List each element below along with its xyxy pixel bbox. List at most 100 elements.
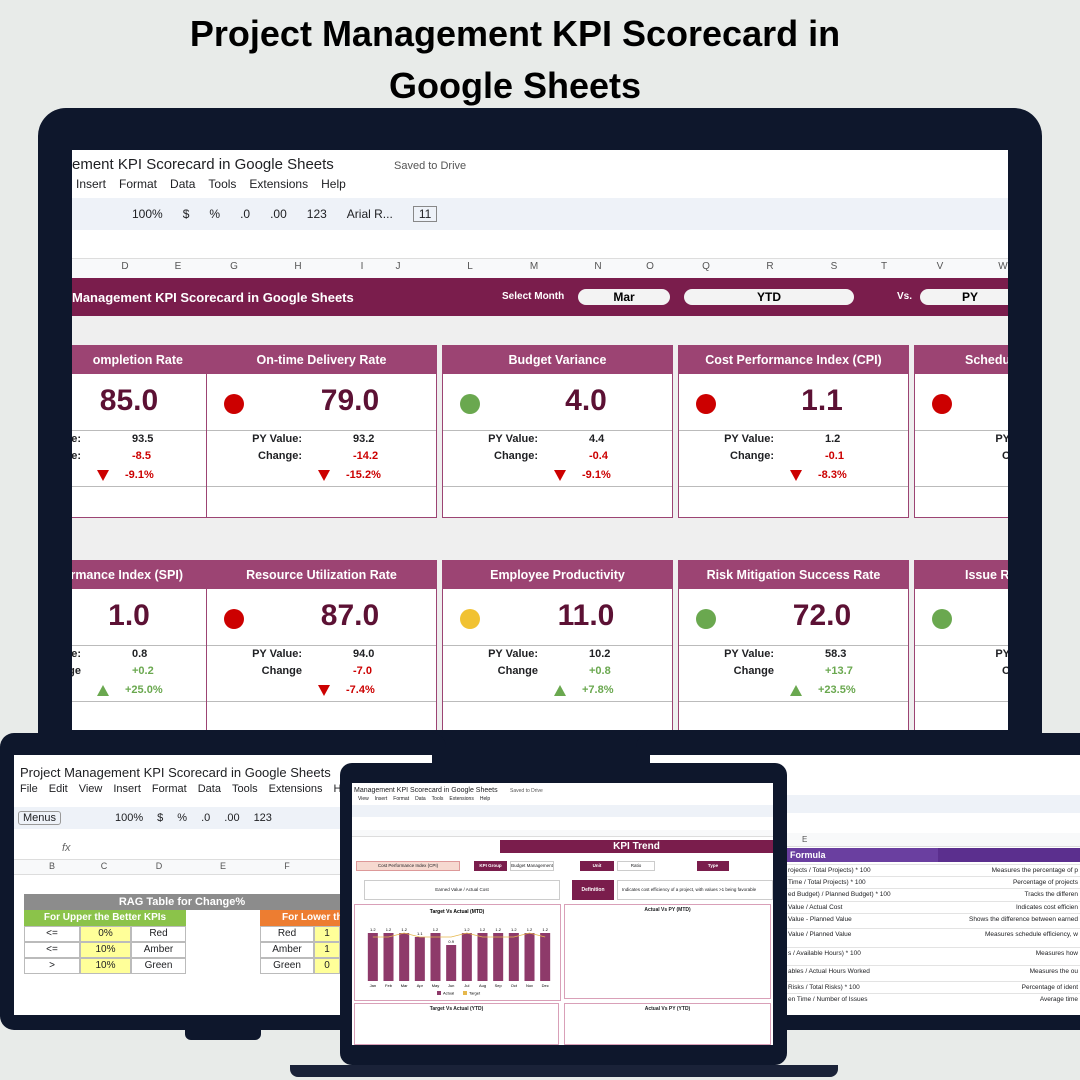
x-tick-label: Jan — [370, 983, 376, 988]
rag-operator: > — [24, 958, 80, 974]
toolbar-item: $ — [182, 207, 190, 221]
bar — [446, 945, 457, 981]
group-label: KPI Group — [474, 861, 507, 871]
trend-arrow — [554, 470, 566, 481]
kpi-card: Employee Productivity 11.0 PY Value: Change… — [442, 560, 673, 730]
status-dot — [932, 609, 952, 629]
description-text: Measures how — [1035, 950, 1078, 957]
change-label: Change — [261, 665, 302, 677]
value-label: 1.2 — [433, 927, 439, 932]
select-month-label: Select Month — [502, 291, 565, 302]
kpi-value: 1.0 — [108, 599, 150, 632]
menu-item: Extensions — [249, 177, 309, 191]
menu-item: Help — [321, 177, 346, 191]
column-letter: E — [802, 835, 808, 844]
kpi-value: 79.0 — [320, 384, 380, 417]
menu-item: Format — [151, 783, 187, 795]
menu-bar: Insert Format Data Tools Extensions Help — [76, 177, 346, 191]
change-value: -0.1 — [825, 450, 844, 462]
column-letter: N — [594, 261, 602, 272]
rag-threshold: 10% — [80, 958, 131, 974]
column-letter: T — [880, 261, 888, 272]
bar — [414, 937, 425, 981]
card-title: Budget Variance — [443, 346, 672, 374]
column-letter: H — [294, 261, 302, 272]
menu-item: Insert — [374, 796, 388, 802]
toolbar-item: % — [177, 812, 188, 824]
unit-value: Ratio — [617, 861, 655, 871]
py-value: 58.3 — [825, 648, 847, 660]
kpi-card: Resource Utilization Rate 87.0 PY Value: Ch… — [206, 560, 437, 730]
kpi-value: 87.0 — [320, 599, 380, 632]
menu-item: Tools — [208, 177, 237, 191]
trend-arrow — [97, 685, 109, 696]
menu-bar: View Insert Format Data Tools Extensions Help — [358, 796, 490, 802]
menu-item: Format — [393, 796, 410, 802]
period-dropdown[interactable]: YTD — [684, 289, 854, 305]
toolbar-bg — [14, 807, 432, 829]
trend-chart: Target Vs Actual (MTD) Jan Feb Mar Apr May Jun… — [354, 904, 561, 1001]
change-percent: +25.0% — [125, 684, 163, 696]
py-value: 93.5 — [132, 433, 154, 445]
value-label: 1.2 — [464, 927, 470, 932]
change-percent: -15.2% — [346, 469, 381, 481]
column-header-bg — [352, 830, 773, 837]
toolbar: 100% $% .0 .00 123 Arial R... 11 — [132, 206, 438, 222]
doc-title: ement KPI Scorecard in Google Sheets — [72, 156, 334, 173]
py-label: PY Value: — [724, 433, 774, 445]
toolbar-item: 100% — [132, 207, 163, 221]
formula-text: Value / Actual Cost — [788, 904, 843, 911]
kpi-value: 4.0 — [565, 384, 607, 417]
formula-label: fx — [62, 842, 71, 854]
toolbar-item: $ — [157, 812, 164, 824]
divider — [72, 486, 215, 487]
vs-label: Vs. — [897, 291, 913, 302]
unit-label: Unit — [580, 861, 614, 871]
legend-swatch — [463, 991, 467, 995]
divider — [443, 645, 672, 646]
sheet-title: Management KPI Scorecard in Google Sheet… — [354, 787, 498, 794]
menu-bar: File Edit View Insert Format Data Tools Extensi… — [20, 783, 348, 795]
menu-item: Insert — [113, 783, 141, 795]
change-percent: -8.3% — [818, 469, 847, 481]
arrow-shape — [554, 470, 566, 481]
column-letter: M — [529, 261, 539, 272]
change-label: C — [1002, 665, 1008, 677]
formula-row-bg — [650, 993, 1080, 994]
column-letter: S — [830, 261, 838, 272]
value-label: 1.2 — [386, 927, 392, 932]
legend-label: Actual — [443, 991, 454, 996]
menu-item: Data — [415, 796, 426, 802]
change-value: -14.2 — [353, 450, 379, 462]
compare-dropdown[interactable]: PY — [920, 289, 1008, 305]
x-tick-label: Jun — [448, 983, 454, 988]
column-letter: D — [155, 861, 163, 871]
column-letter: O — [646, 261, 654, 272]
status-dot — [932, 394, 952, 414]
card-title: Employee Productivity — [443, 561, 672, 589]
formula-row-bg — [650, 901, 1080, 902]
divider — [679, 486, 908, 487]
legend-swatch — [437, 991, 441, 995]
kpi-value: 11.0 — [557, 599, 615, 632]
definition: Indicates cost efficiency of a project, … — [617, 880, 773, 900]
formula-row-bg — [650, 876, 1080, 877]
change-percent: -9.1% — [125, 469, 154, 481]
formula-text: Value / Planned Value — [788, 931, 852, 938]
column-header-bg — [14, 859, 432, 875]
divider — [679, 645, 908, 646]
menu-item: Tools — [231, 783, 258, 795]
column-letter: E — [174, 261, 182, 272]
bar — [430, 933, 441, 981]
value-label: 1.1 — [417, 931, 423, 936]
rag-operator: <= — [24, 926, 80, 942]
py-label: PY Value: — [252, 648, 302, 660]
column-letter: C — [100, 861, 108, 871]
chart-title: Actual Vs PY (MTD) — [644, 907, 691, 913]
x-tick-label: Aug — [479, 983, 486, 988]
month-dropdown[interactable]: Mar — [578, 289, 670, 305]
arrow-shape — [790, 470, 802, 481]
section-title: KPI Trend — [500, 840, 773, 853]
py-value: 94.0 — [353, 648, 375, 660]
change-value: -8.5 — [132, 450, 151, 462]
